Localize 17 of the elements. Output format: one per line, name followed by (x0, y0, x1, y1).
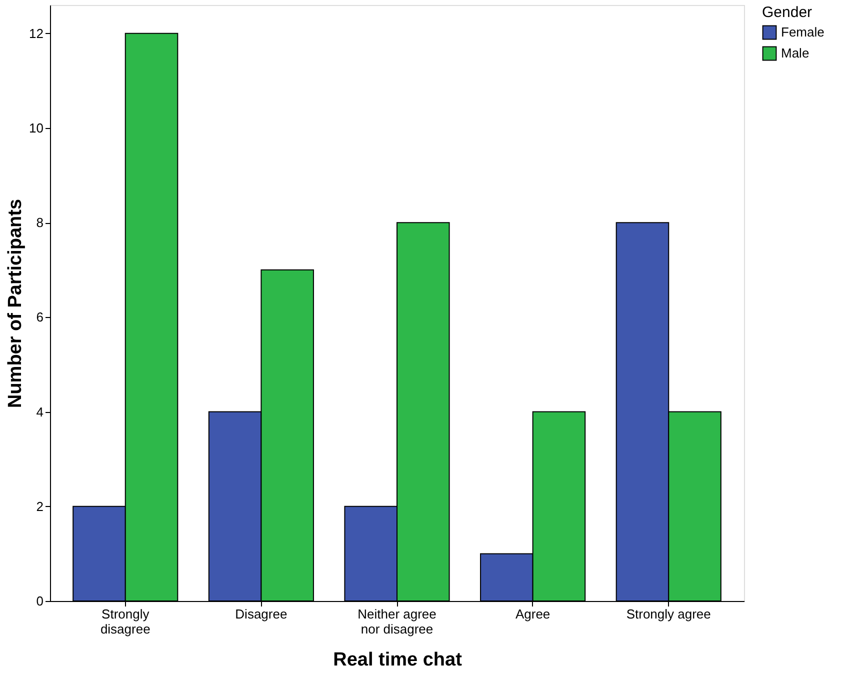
y-axis-title: Number of Participants (5, 198, 26, 408)
y-tick-label: 8 (36, 215, 44, 230)
x-tick-label: Strongly agree (626, 606, 711, 622)
legend-label: Male (781, 46, 810, 60)
legend-title: Gender (762, 4, 812, 21)
x-tick-label: Neither agree nor disagree (358, 606, 436, 636)
y-tick-label: 12 (29, 26, 44, 41)
y-tick-label: 0 (36, 594, 44, 608)
x-axis-title: Real time chat (333, 650, 463, 670)
x-tick-label: Agree (515, 606, 550, 622)
legend-label: Female (781, 24, 824, 40)
x-tick-label: Strongly disagree (100, 606, 150, 636)
y-tick-label: 2 (36, 498, 44, 514)
x-tick-label: Disagree (235, 606, 288, 622)
y-tick-label: 6 (36, 310, 44, 325)
y-tick-label: 10 (29, 120, 44, 136)
y-tick-label: 4 (36, 404, 44, 420)
